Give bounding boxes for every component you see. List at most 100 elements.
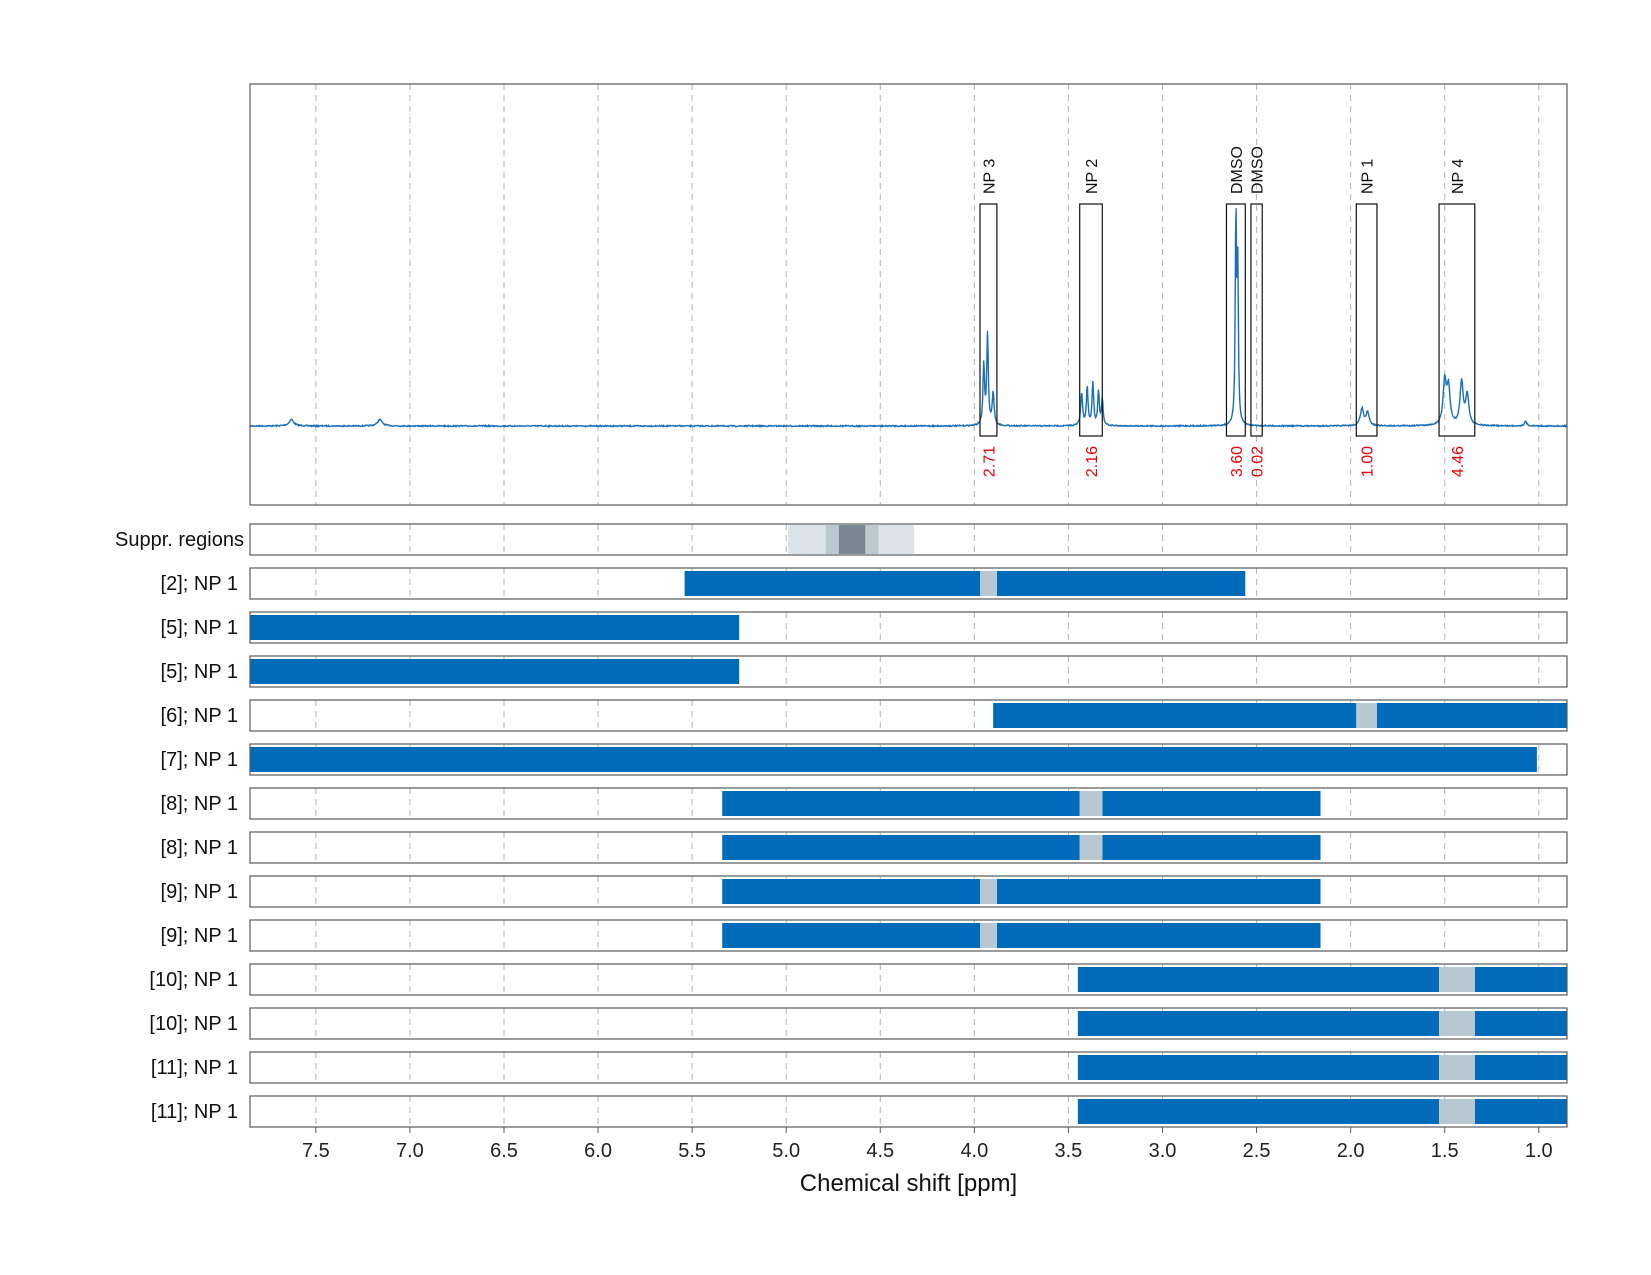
peak-region-box [1225, 203, 1246, 437]
peak-integral-label: 2.71 [981, 446, 998, 477]
range-bar [996, 923, 1321, 948]
row-frame [249, 567, 1568, 600]
signal-gap [1356, 703, 1377, 728]
x-tick-label: 6.5 [490, 1140, 518, 1162]
signal-gap [979, 571, 997, 596]
range-bar [250, 659, 740, 684]
row-frame [249, 1051, 1568, 1084]
peak-integral-label: 2.16 [1084, 446, 1101, 477]
range-bar [996, 879, 1321, 904]
range-bar [722, 923, 980, 948]
signal-gap [1439, 1011, 1475, 1036]
range-bar [1077, 1011, 1440, 1036]
x-tick-label: 6.0 [584, 1140, 612, 1162]
row-frame [249, 787, 1568, 820]
peak-integral-label: 3.60 [1229, 446, 1246, 477]
range-bar [1102, 791, 1321, 816]
range-bar [722, 835, 1080, 860]
row-label: [10]; NP 1 [149, 969, 238, 991]
row-frame [249, 875, 1568, 908]
row-label: [9]; NP 1 [161, 925, 238, 947]
x-tick-label: 1.0 [1525, 1140, 1553, 1162]
range-bar [996, 571, 1246, 596]
range-bar [1376, 703, 1567, 728]
panel-frames [249, 83, 1568, 1128]
suppression-band [838, 525, 866, 554]
x-axis-title: Chemical shift [ppm] [800, 1170, 1017, 1197]
x-tick-label: 1.5 [1431, 1140, 1459, 1162]
range-bar [993, 703, 1357, 728]
x-tick-label: 2.0 [1337, 1140, 1365, 1162]
x-tick-label: 3.5 [1055, 1140, 1083, 1162]
peak-integral-label: 4.46 [1450, 446, 1467, 477]
range-bar [1077, 967, 1440, 992]
peak-region-box [1250, 203, 1263, 437]
signal-gap [979, 879, 997, 904]
range-bar [1077, 1055, 1440, 1080]
peak-region-box [1355, 203, 1378, 437]
peak-region-box [979, 203, 998, 437]
peak-region-label: DMSO [1250, 146, 1267, 194]
range-bar [1474, 967, 1567, 992]
row-frame [249, 655, 1568, 688]
row-label: [6]; NP 1 [161, 705, 238, 727]
row-label: [11]; NP 1 [151, 1101, 238, 1123]
x-tick-label: 4.5 [866, 1140, 894, 1162]
range-bar [1474, 1011, 1567, 1036]
row-label: [5]; NP 1 [161, 661, 238, 683]
row-label: [8]; NP 1 [161, 793, 238, 815]
row-frame [249, 963, 1568, 996]
x-tick-label: 4.0 [960, 1140, 988, 1162]
x-tick-label: 2.5 [1243, 1140, 1271, 1162]
x-tick-label: 7.5 [302, 1140, 330, 1162]
signal-gap [1079, 835, 1103, 860]
range-bar [1474, 1099, 1567, 1124]
row-frame [249, 699, 1568, 732]
range-bar [1102, 835, 1321, 860]
row-label: [5]; NP 1 [161, 617, 238, 639]
row-label: [8]; NP 1 [161, 837, 238, 859]
range-bar [250, 747, 1537, 772]
peak-region-label: NP 2 [1084, 159, 1101, 194]
x-tick-label: 7.0 [396, 1140, 424, 1162]
row-label: Suppr. regions [115, 529, 244, 551]
signal-gap [1439, 1099, 1475, 1124]
row-frame [249, 523, 1568, 556]
signal-gap [1079, 791, 1103, 816]
x-tick-label: 5.0 [772, 1140, 800, 1162]
peak-region-box [1438, 203, 1476, 437]
peak-region-label: NP 1 [1360, 159, 1377, 194]
row-label: [11]; NP 1 [151, 1057, 238, 1079]
range-bar [1474, 1055, 1567, 1080]
peak-region-label: DMSO [1229, 146, 1246, 194]
row-frame [249, 831, 1568, 864]
peak-integral-label: 1.00 [1360, 446, 1377, 477]
range-bar [1077, 1099, 1440, 1124]
row-label: [10]; NP 1 [149, 1013, 238, 1035]
signal-gap [979, 923, 997, 948]
range-bar [722, 791, 1080, 816]
row-frame [249, 743, 1568, 776]
peak-region-label: NP 3 [981, 159, 998, 194]
spectrum-line [249, 208, 1568, 429]
row-label: [7]; NP 1 [161, 749, 238, 771]
peak-region-label: NP 4 [1450, 159, 1467, 194]
row-label: [2]; NP 1 [161, 573, 238, 595]
signal-gap [1439, 967, 1475, 992]
x-tick-label: 3.0 [1149, 1140, 1177, 1162]
row-frame [249, 1007, 1568, 1040]
row-label: [9]; NP 1 [161, 881, 238, 903]
row-frame [249, 611, 1568, 644]
row-frame [249, 1095, 1568, 1128]
peak-region-box [1079, 203, 1103, 437]
peak-integral-label: 0.02 [1250, 446, 1267, 477]
x-tick-label: 5.5 [678, 1140, 706, 1162]
range-bar [250, 615, 740, 640]
signal-gap [1439, 1055, 1475, 1080]
x-axis: 7.5 7.0 6.5 6.0 5.5 5.0 4.5 4.0 3.5 3.0 2.5 2.0 1.5 1… [302, 1127, 1553, 1162]
spectrum-panel: NP 3 2.71 NP 2 2.16 DMSO 3.60 DMSO 0.02 NP 1 1.00… [249, 146, 1568, 477]
range-bar [722, 879, 980, 904]
spectrum-frame [249, 83, 1568, 506]
range-rows: Suppr. regions [2]; NP 1 [5]; NP 1 [5]; NP … [115, 525, 1567, 1124]
